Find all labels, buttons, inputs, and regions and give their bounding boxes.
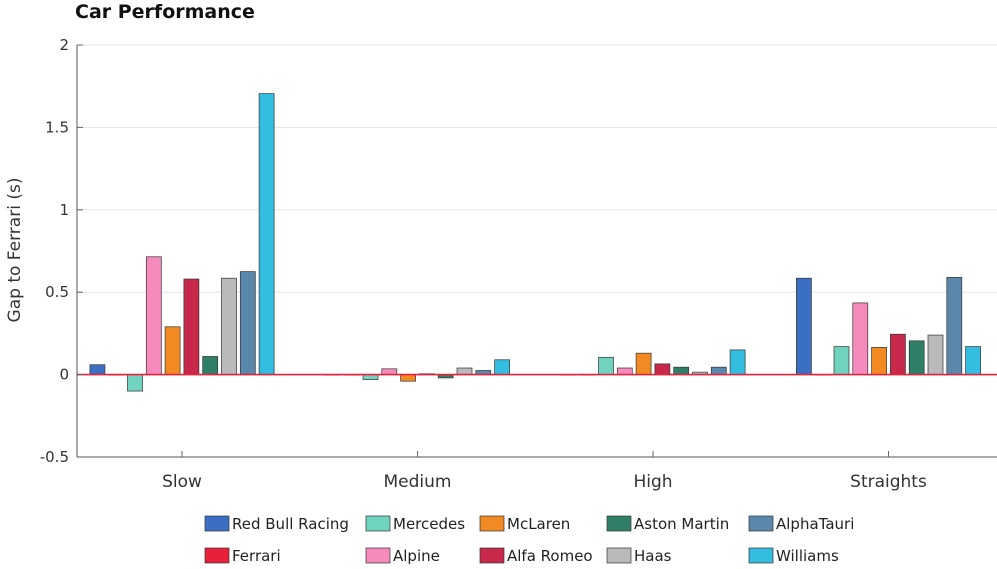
legend-label: AlphaTauri	[776, 515, 854, 533]
bar-haas-medium	[456, 367, 473, 375]
bar-alphatauri-straights	[946, 277, 963, 375]
bar-aston-martin-straights	[908, 340, 925, 375]
bar-alpine-slow	[145, 256, 162, 375]
x-category-label: Medium	[384, 472, 452, 492]
legend-label: Williams	[776, 547, 839, 565]
legend-item-haas: Haas	[606, 547, 672, 565]
bar-red-bull-racing-slow	[89, 364, 106, 375]
axes	[76, 44, 997, 458]
legend-swatch	[479, 515, 505, 532]
bar-aston-martin-slow	[202, 356, 219, 375]
bar-williams-straights	[965, 346, 981, 375]
y-tick-label: 2	[59, 36, 69, 54]
legend-label: Mercedes	[393, 515, 465, 533]
bar-alfa-romeo-slow	[183, 278, 200, 375]
legend-label: Alfa Romeo	[507, 547, 593, 565]
bar-aston-martin-high	[673, 366, 690, 375]
bar-mclaren-high	[635, 352, 652, 375]
legend-label: Ferrari	[232, 547, 281, 565]
x-category-label: High	[633, 472, 672, 492]
legend-swatch	[606, 547, 632, 564]
y-axis-label: Gap to Ferrari (s)	[5, 178, 25, 323]
y-tick-label: -0.5	[40, 448, 69, 466]
bar-alfa-romeo-high	[654, 363, 671, 375]
y-tick-label: 0	[59, 366, 69, 384]
legend-item-red-bull-racing: Red Bull Racing	[204, 515, 349, 533]
bar-red-bull-racing-straights	[796, 277, 812, 375]
legend-swatch	[204, 547, 230, 564]
legend-swatch	[606, 515, 632, 532]
bars	[77, 93, 997, 392]
legend: Red Bull Racing Ferrari Mercedes Alpine McLa…	[204, 515, 854, 565]
legend-item-alphatauri: AlphaTauri	[748, 515, 854, 533]
bar-alphatauri-high	[710, 366, 727, 375]
legend-item-williams: Williams	[748, 547, 839, 565]
legend-swatch	[365, 515, 391, 532]
gridlines	[77, 44, 997, 458]
legend-item-alfa-romeo: Alfa Romeo	[479, 547, 593, 565]
legend-swatch	[479, 547, 505, 564]
legend-label: Red Bull Racing	[232, 515, 349, 533]
bar-alfa-romeo-straights	[890, 333, 906, 375]
bar-alpine-high	[616, 367, 633, 375]
bar-mclaren-straights	[871, 347, 887, 375]
bar-mclaren-medium	[400, 374, 416, 382]
bar-alpine-straights	[852, 302, 869, 375]
legend-swatch	[365, 547, 391, 564]
bar-williams-high	[729, 349, 746, 375]
bar-mclaren-slow	[164, 326, 181, 375]
x-category-label: Straights	[850, 472, 927, 492]
legend-item-aston-martin: Aston Martin	[606, 515, 729, 533]
legend-item-mclaren: McLaren	[479, 515, 570, 533]
legend-swatch	[748, 547, 774, 564]
bar-mercedes-slow	[127, 374, 143, 392]
legend-item-mercedes: Mercedes	[365, 515, 465, 533]
y-tick-label: 1.5	[45, 118, 69, 136]
bar-williams-medium	[494, 359, 510, 375]
y-tick-label: 1	[59, 201, 69, 219]
bar-williams-slow	[258, 93, 275, 375]
legend-label: Alpine	[393, 547, 440, 565]
y-tick-label: 0.5	[45, 283, 69, 301]
legend-item-ferrari: Ferrari	[204, 547, 281, 565]
legend-label: McLaren	[507, 515, 570, 533]
legend-item-alpine: Alpine	[365, 547, 440, 565]
x-category-label: Slow	[162, 472, 202, 492]
bar-alphatauri-slow	[239, 271, 256, 375]
y-axis-ticks: -0.5 0 0.5 1 1.5 2	[40, 36, 69, 466]
bar-haas-straights	[927, 334, 944, 375]
chart-title: Car Performance	[75, 1, 255, 23]
bar-haas-slow	[221, 277, 237, 375]
legend-swatch	[748, 515, 774, 532]
legend-label: Aston Martin	[634, 515, 729, 533]
legend-swatch	[204, 515, 230, 532]
bar-mercedes-straights	[833, 346, 850, 375]
legend-label: Haas	[634, 547, 672, 565]
bar-mercedes-high	[598, 356, 614, 375]
bar-alpine-medium	[381, 368, 398, 375]
x-axis-categories: Slow Medium High Straights	[162, 472, 927, 492]
